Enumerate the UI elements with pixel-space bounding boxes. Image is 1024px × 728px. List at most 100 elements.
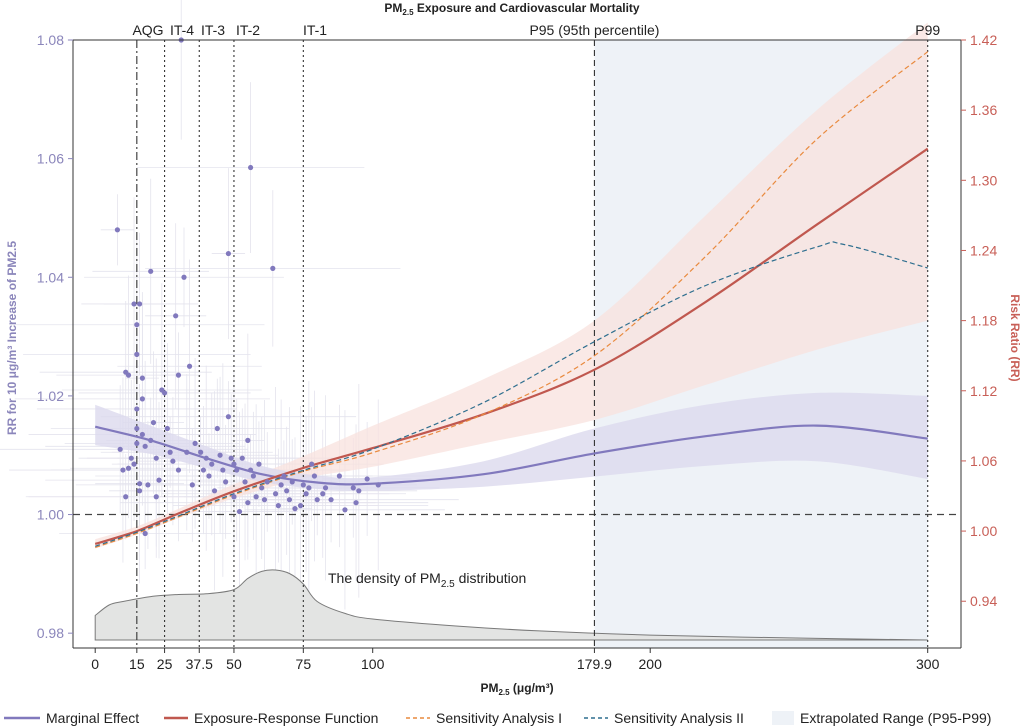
x-tick-label: 179.9 [577, 656, 612, 672]
series-line-sensitivity-analysis-ii [95, 241, 928, 547]
right-tick-label: 1.36 [970, 102, 997, 118]
me-ci-band [95, 392, 928, 491]
study-point [164, 425, 170, 432]
study-point [186, 363, 193, 369]
study-point [134, 425, 140, 432]
study-point [356, 488, 362, 494]
study-point [297, 503, 304, 509]
study-point [175, 467, 182, 473]
x-tick-label: 37.5 [186, 656, 213, 672]
x-tick-label: 75 [296, 656, 312, 672]
study-point [181, 274, 187, 280]
legend-item-sensitivity-2: Sensitivity Analysis II [584, 709, 744, 727]
study-point [137, 481, 143, 487]
study-point [117, 446, 123, 452]
study-point [131, 301, 137, 307]
left-tick-label: 0.98 [37, 625, 64, 641]
study-point [239, 455, 245, 461]
legend-label: Exposure-Response Function [194, 710, 379, 726]
study-point [139, 375, 145, 381]
study-point [153, 494, 159, 500]
study-point [248, 164, 254, 171]
study-point [225, 414, 231, 420]
left-tick-label: 1.00 [37, 507, 64, 523]
legend-label: Extrapolated Range (P95-P99) [800, 710, 992, 726]
study-point [284, 488, 290, 494]
study-point [214, 425, 220, 432]
legend-item-sensitivity-1: Sensitivity Analysis I [406, 709, 562, 727]
study-point [306, 485, 312, 491]
study-error-bars [0, 0, 459, 612]
study-point [137, 488, 143, 494]
study-point [125, 372, 132, 378]
ref-line-label-5: P95 (95th percentile) [529, 22, 659, 38]
ref-line-label-3: IT-2 [236, 22, 260, 38]
study-point [281, 473, 287, 479]
study-point [148, 437, 154, 443]
ref-line-label-4: IT-1 [303, 22, 327, 38]
study-point [192, 440, 198, 446]
study-point [167, 449, 173, 455]
study-point [134, 322, 140, 328]
y-axis-right-label: Risk Ratio (RR) [1008, 294, 1022, 381]
study-point [142, 443, 148, 449]
study-point [120, 467, 126, 473]
legend: Marginal Effect Exposure-Response Functi… [0, 706, 1024, 728]
chart-title: PM2.5 Exposure and Cardiovascular Mortal… [384, 1, 640, 17]
study-point [234, 467, 240, 473]
study-point [272, 491, 279, 497]
right-tick-label: 1.06 [970, 453, 997, 469]
x-tick-label: 200 [639, 656, 663, 672]
study-point [134, 440, 140, 446]
study-point [300, 482, 306, 488]
study-point [286, 497, 293, 503]
study-point [137, 301, 143, 307]
study-point [264, 479, 270, 485]
study-point [364, 476, 370, 482]
study-point [231, 461, 237, 467]
legend-item-marginal-effect: Marginal Effect [0, 709, 139, 727]
study-point [189, 482, 195, 488]
study-point [309, 461, 315, 467]
study-point [245, 500, 251, 506]
study-point [261, 497, 268, 503]
study-point [259, 485, 265, 491]
study-point [125, 465, 132, 471]
study-point [211, 488, 218, 494]
study-point [336, 473, 342, 479]
study-point [148, 268, 154, 274]
study-point [206, 473, 212, 479]
x-tick-label: 25 [157, 656, 173, 672]
x-tick-label: 300 [916, 656, 940, 672]
study-point [153, 455, 159, 461]
study-point [223, 479, 229, 485]
legend-swatch-sensitivity-2 [584, 717, 608, 719]
x-axis-label: PM2.5 (μg/m³) [480, 681, 553, 697]
study-point [322, 485, 329, 491]
study-point [350, 485, 356, 491]
x-tick-label: 0 [91, 656, 99, 672]
study-point [253, 494, 259, 500]
study-point [292, 506, 298, 512]
study-point [131, 461, 137, 467]
x-tick-label: 100 [361, 656, 385, 672]
legend-label: Sensitivity Analysis II [614, 710, 744, 726]
study-point [289, 479, 295, 485]
study-point [314, 497, 320, 503]
study-point [123, 494, 129, 500]
study-point [173, 313, 179, 319]
study-point [231, 494, 237, 500]
right-tick-label: 0.94 [970, 593, 997, 609]
study-point [175, 372, 182, 378]
study-point [275, 503, 281, 509]
legend-swatch-exposure-response [164, 716, 188, 720]
study-point [303, 491, 309, 497]
study-point [342, 507, 348, 513]
study-point [250, 473, 256, 479]
study-point [184, 449, 190, 455]
study-point [139, 396, 145, 402]
series-line-exposure-response-function [94, 147, 929, 545]
left-tick-label: 1.06 [37, 151, 64, 167]
left-tick-label: 1.04 [37, 269, 64, 285]
study-point [256, 461, 262, 467]
